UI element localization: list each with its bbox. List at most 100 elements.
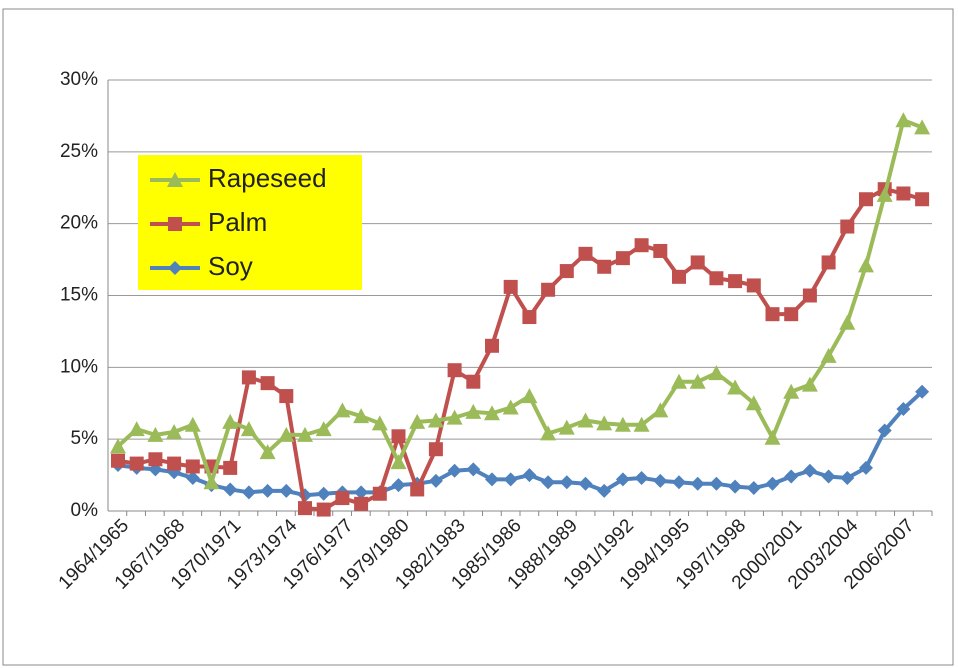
marker (391, 478, 406, 493)
marker (820, 347, 837, 363)
marker (428, 442, 443, 457)
marker (802, 463, 817, 478)
marker (485, 472, 499, 487)
legend-marker (167, 172, 183, 187)
marker (914, 119, 931, 135)
marker (410, 482, 425, 497)
marker (297, 426, 313, 442)
legend-label: Palm (208, 207, 267, 237)
marker (727, 379, 744, 395)
marker (895, 112, 912, 128)
marker (597, 259, 612, 274)
marker (709, 271, 724, 286)
marker (240, 421, 257, 437)
marker (876, 186, 893, 202)
marker (184, 416, 201, 432)
marker (223, 460, 238, 475)
marker (597, 483, 612, 498)
marker (652, 402, 669, 418)
legend-marker (168, 217, 182, 231)
marker (522, 468, 537, 483)
marker (634, 238, 649, 253)
marker (148, 452, 163, 467)
marker (672, 269, 686, 284)
y-tick-label: 15% (60, 285, 98, 306)
marker (840, 470, 855, 485)
marker (596, 415, 613, 431)
marker (896, 401, 911, 416)
marker (653, 473, 668, 488)
marker (915, 192, 930, 207)
marker (372, 486, 387, 501)
marker (316, 486, 331, 501)
marker (335, 491, 350, 506)
marker (354, 485, 369, 500)
legend-label: Rapeseed (208, 163, 327, 193)
marker (316, 502, 331, 517)
y-tick-label: 0% (71, 500, 99, 521)
marker (859, 192, 873, 207)
marker (764, 429, 781, 445)
marker (185, 470, 200, 485)
chart-frame (2, 8, 954, 666)
marker (783, 383, 800, 399)
marker (559, 264, 574, 279)
marker (503, 472, 518, 487)
marker (279, 483, 294, 498)
marker (709, 476, 724, 491)
marker (858, 257, 874, 273)
marker (578, 246, 593, 261)
marker (484, 405, 500, 421)
marker (915, 384, 930, 399)
marker (502, 399, 519, 415)
marker (260, 376, 275, 391)
marker (111, 453, 125, 468)
marker (466, 462, 481, 477)
y-tick-label: 10% (60, 356, 98, 377)
marker (541, 475, 556, 490)
marker (653, 243, 668, 258)
marker (409, 413, 426, 429)
marker (859, 460, 873, 475)
marker (708, 365, 725, 381)
marker (298, 501, 312, 516)
marker (728, 274, 743, 289)
marker (671, 373, 687, 389)
marker (371, 415, 388, 431)
marker (578, 476, 593, 491)
marker (129, 456, 144, 471)
marker (128, 421, 145, 437)
marker (259, 444, 276, 460)
marker (167, 456, 182, 471)
legend-marker (168, 261, 182, 275)
marker (896, 186, 911, 201)
marker (241, 485, 256, 500)
marker (241, 370, 256, 385)
marker (802, 288, 817, 303)
marker (689, 373, 706, 389)
marker (634, 470, 649, 485)
marker (765, 307, 780, 322)
marker (260, 483, 275, 498)
y-tick-label: 30% (60, 69, 98, 90)
marker (391, 429, 406, 444)
marker (745, 395, 762, 411)
marker (353, 408, 370, 424)
marker (223, 482, 238, 497)
marker (690, 476, 705, 491)
marker (821, 469, 836, 484)
marker (746, 278, 761, 293)
marker (522, 310, 537, 325)
marker (614, 416, 631, 432)
marker (203, 474, 220, 490)
y-tick-label: 5% (71, 428, 99, 449)
y-tick-label: 25% (60, 141, 98, 162)
marker (784, 469, 799, 484)
marker (821, 255, 836, 270)
marker (466, 374, 481, 389)
marker (801, 376, 818, 392)
marker (315, 421, 332, 437)
marker (147, 426, 164, 442)
marker (540, 425, 557, 441)
